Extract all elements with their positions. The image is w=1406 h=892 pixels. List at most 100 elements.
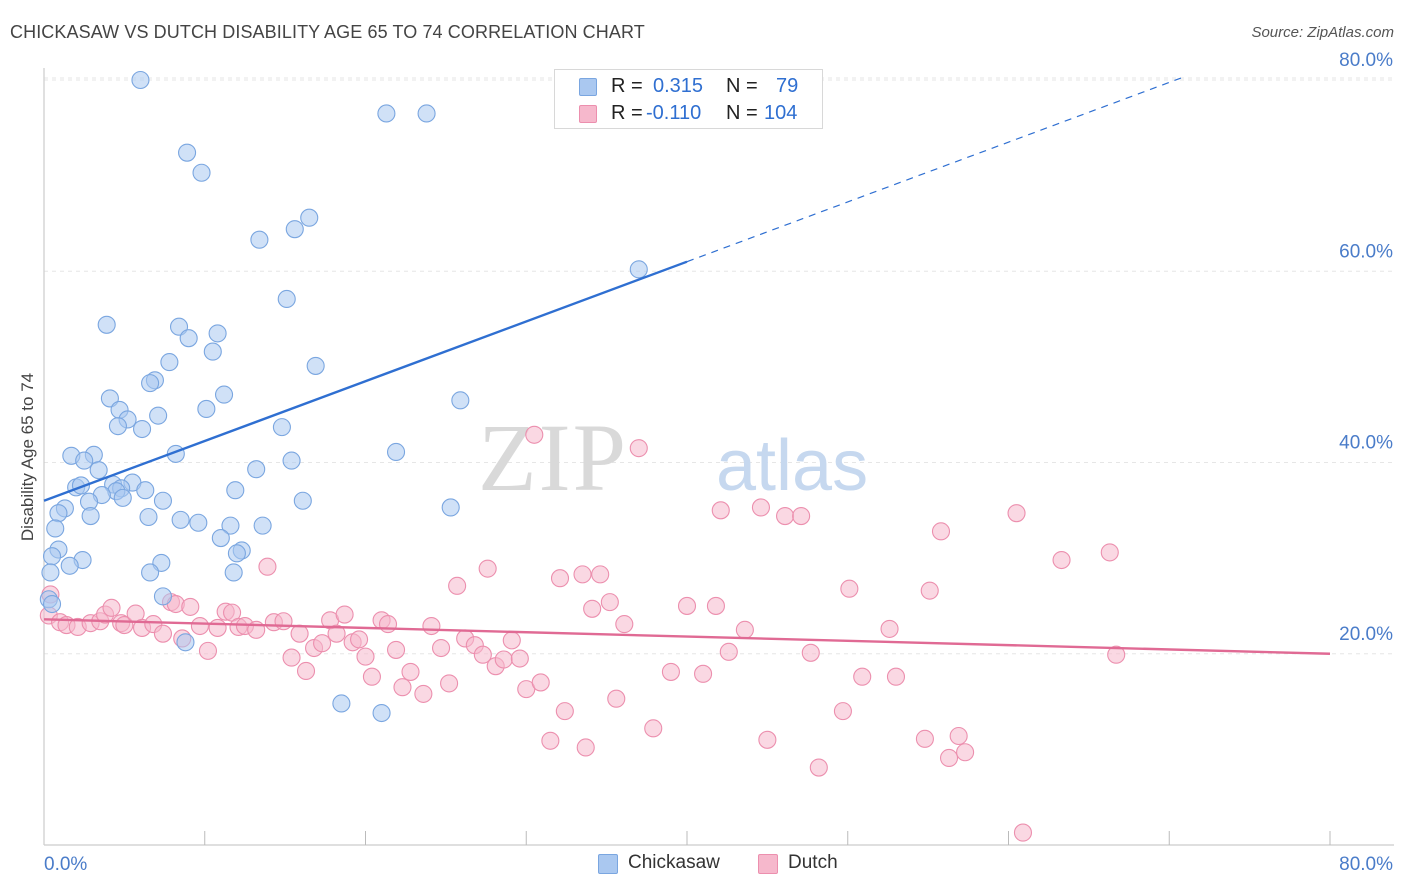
chickasaw-point [192,163,211,182]
y-tick-label: 40.0% [1339,433,1393,454]
dutch-point [677,596,697,615]
chickasaw-point [153,491,173,510]
chickasaw-point [89,461,108,480]
chickasaw-point [214,385,234,404]
legend-swatch-dutch [579,105,597,123]
dutch-point [706,596,725,615]
legend-swatch-chickasaw [579,78,597,96]
dutch-point [920,581,939,600]
dutch-point [181,597,200,616]
chickasaw-point [253,516,272,535]
chickasaw-point [300,208,319,227]
chickasaw-point [247,460,266,479]
grid-layer [44,77,1394,655]
dutch-point [853,667,872,686]
dutch-point [102,598,121,617]
dutch-point [350,630,369,649]
legend-r-value: -0.110 [646,102,702,124]
dutch-point [661,662,680,681]
dutch-point [939,748,959,768]
chickasaw-point [97,315,116,334]
chickasaw-point [285,220,304,239]
axis-layer: 20.0% 40.0% 60.0% 80.0% 0.0% 80.0% [43,50,1394,875]
dutch-point [880,619,899,638]
dutch-point [296,661,316,681]
chickasaw-point [178,143,197,162]
dutch-point [401,662,420,681]
dutch-point [550,569,570,588]
dutch-point [607,689,626,708]
chickasaw-point [250,230,269,249]
chickasaw-point [203,342,222,361]
dutch-point [335,605,354,624]
chickasaw-point [75,451,94,470]
chickasaw-point [113,488,132,507]
chickasaw-point [306,356,325,375]
dutch-point [1100,543,1119,562]
dutch-point [448,576,467,595]
chickasaw-point [160,353,179,372]
chickasaw-point [153,587,173,606]
dutch-point [414,684,433,703]
dutch-point [583,599,602,618]
bottom-swatch-dutch [758,854,778,874]
dutch-point [356,647,375,666]
dutch-point [555,702,574,721]
dutch-point [541,731,560,750]
legend-n-value: 104 [764,102,798,124]
dutch-point [313,634,332,653]
chickasaw-point [332,694,351,713]
dutch-point [525,425,544,444]
chickasaw-point [417,104,436,123]
dutch-point [393,678,412,697]
chickasaw-point [629,260,648,279]
chickasaw-point [149,406,168,425]
dutch-point [274,612,293,631]
chickasaw-point [171,510,190,529]
dutch-point [478,559,497,578]
chickasaw-point [108,417,127,436]
dutch-point [573,565,592,584]
dutch-point [440,674,459,693]
legend-r-label: R = [611,102,643,124]
dutch-point [190,616,209,636]
bottom-legend-label: Dutch [788,852,838,873]
bottom-legend-label: Chickasaw [628,852,720,873]
chickasaw-point [81,506,100,526]
chickasaw-point [179,329,198,348]
dutch-point [432,638,451,658]
chart-source: Source: ZipAtlas.com [1251,24,1394,41]
y-tick-label: 60.0% [1339,241,1393,262]
dutch-point [1007,504,1026,523]
dutch-point [694,664,713,683]
chickasaw-point [226,481,245,500]
legend-r-value: 0.315 [653,75,704,97]
chickasaw-point [133,419,152,439]
chickasaw-point [293,491,312,510]
dutch-point [644,719,663,738]
dutch-point [956,743,975,762]
dutch-point [576,738,595,757]
bottom-swatch-chickasaw [598,854,618,874]
dutch-point [719,642,738,661]
dutch-point [949,726,968,746]
dutch-point [1052,550,1071,570]
dutch-point [327,624,346,643]
chickasaw-point [136,481,155,500]
chickasaw-trend-line [43,260,688,502]
chickasaw-point [282,451,301,470]
dutch-point [473,645,492,664]
legend-n-label: N = [726,102,758,124]
dutch-point [801,643,820,662]
y-axis-title: Disability Age 65 to 74 [18,373,37,541]
chickasaw-point [224,563,243,582]
chickasaw-point [197,399,216,419]
dutch-point [792,506,811,526]
x-tick-label: 80.0% [1339,854,1393,875]
y-tick-label: 20.0% [1339,624,1393,645]
chickasaw-point [42,547,62,566]
dutch-point [422,616,441,636]
chickasaw-point [42,594,62,614]
